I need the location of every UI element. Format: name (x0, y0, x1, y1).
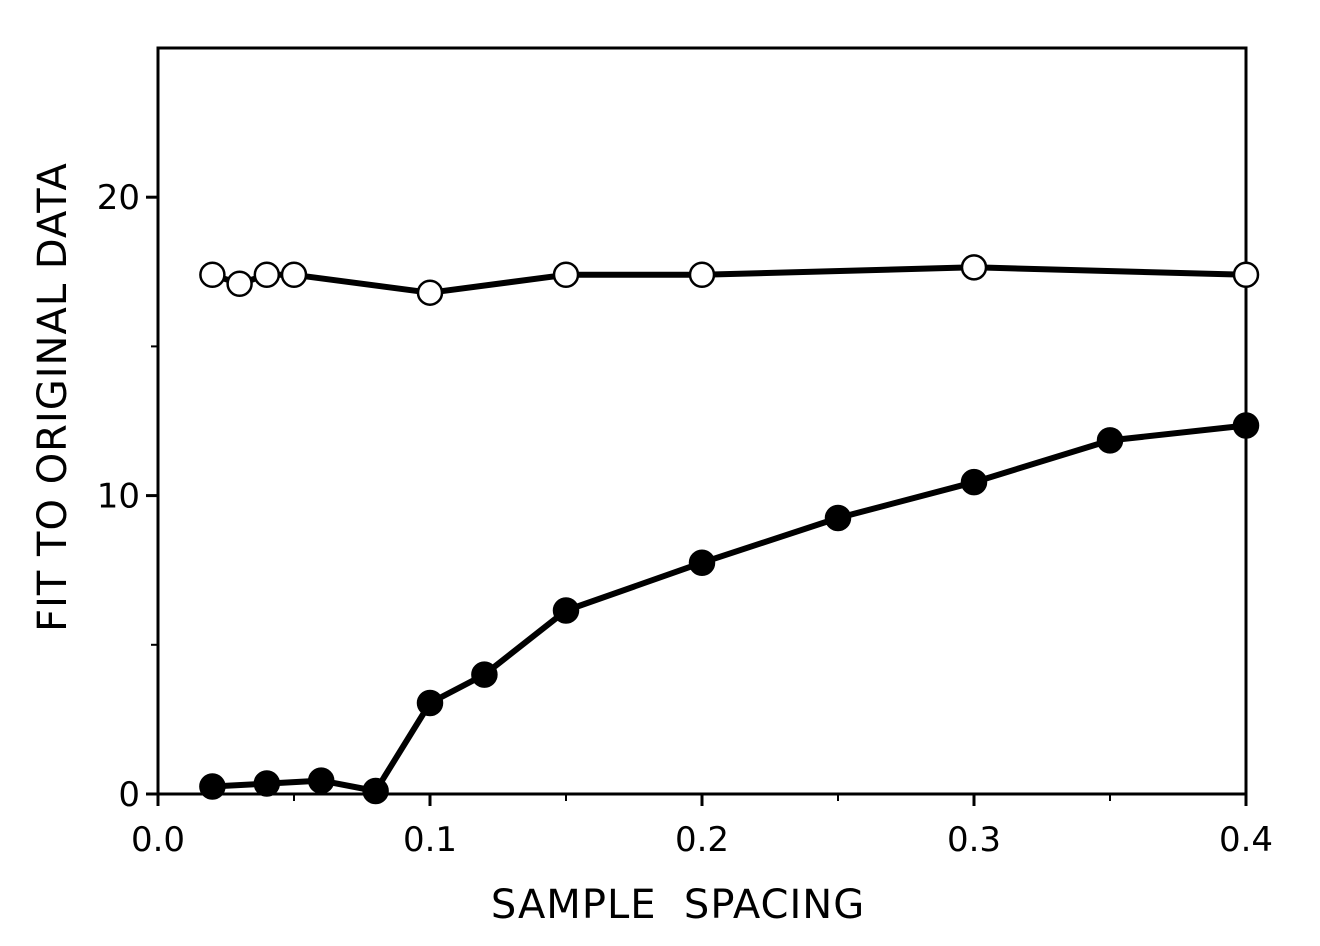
open-data-point (960, 254, 988, 281)
open-data-point (416, 279, 444, 306)
x-tick-label: 0.0 (131, 820, 185, 860)
filled-data-point (471, 661, 498, 688)
filled-data-point (1096, 427, 1124, 454)
open-data-point (552, 261, 580, 289)
filled-data-point (688, 549, 716, 576)
filled-data-point (960, 468, 988, 496)
y-axis-title: FIT TO ORIGINAL DATA (30, 162, 76, 632)
axis-ticks (146, 195, 1248, 806)
y-tick-label: 10 (97, 477, 140, 517)
filled-data-point (307, 767, 335, 794)
filled-data-point (199, 773, 226, 800)
open-data-point (199, 261, 226, 289)
filled-circle-series-line (209, 422, 1249, 794)
y-tick-label: 0 (118, 775, 140, 815)
x-tick-label: 0.2 (675, 820, 729, 860)
x-axis-title: SAMPLE SPACING (491, 882, 865, 928)
filled-data-point (824, 504, 852, 532)
open-circle-series-line (209, 264, 1249, 296)
filled-data-point (253, 770, 281, 797)
open-data-point (280, 261, 308, 289)
x-tick-label: 0.4 (1219, 820, 1273, 860)
filled-data-point (552, 597, 580, 624)
plot-frame (156, 46, 1248, 796)
tick-labels: 0.0 0.1 0.2 0.3 0.4 0 10 20 (97, 178, 1273, 860)
x-tick-label: 0.1 (403, 820, 457, 860)
series-markers (199, 254, 1260, 805)
open-data-point (1232, 261, 1260, 289)
open-data-point (688, 261, 716, 289)
filled-data-point (1232, 412, 1260, 439)
open-data-point (226, 270, 253, 297)
filled-data-point (362, 777, 389, 805)
filled-data-point (416, 689, 444, 717)
series-lines (209, 264, 1249, 794)
y-tick-label: 20 (97, 178, 140, 218)
x-tick-label: 0.3 (947, 820, 1001, 860)
open-data-point (253, 261, 281, 289)
